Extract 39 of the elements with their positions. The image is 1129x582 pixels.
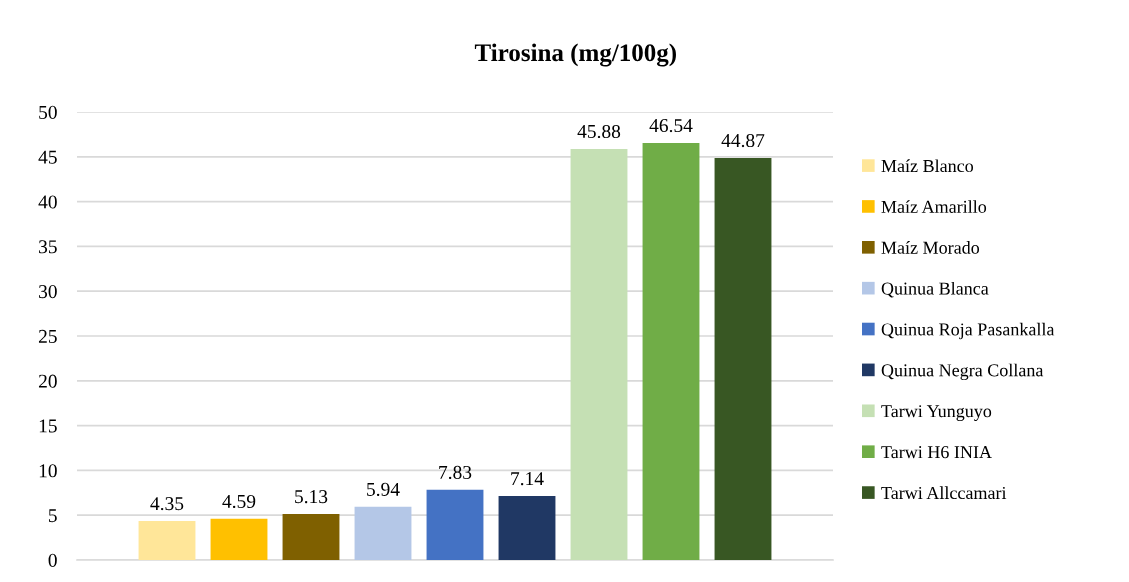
bar (426, 489, 484, 560)
data-label: 46.54 (649, 119, 693, 133)
y-tick-label: 35 (39, 240, 57, 254)
legend-label: Maíz Blanco (881, 159, 974, 173)
data-label: 5.94 (367, 482, 400, 496)
legend-label: Maíz Morado (881, 241, 980, 254)
bar (570, 148, 628, 560)
data-label: 44.87 (721, 133, 765, 148)
y-tick-label: 15 (39, 419, 57, 433)
legend-label: Tarwi Allccamari (881, 486, 1007, 500)
y-tick-label: 20 (38, 374, 57, 388)
data-label: 7.83 (439, 465, 472, 480)
legend-label: Tarwi H6 INIA (881, 446, 992, 459)
data-label: 7.14 (511, 472, 544, 486)
y-tick-label: 10 (39, 464, 57, 478)
bar (282, 514, 340, 560)
bar (210, 518, 268, 560)
y-tick-label: 5 (48, 509, 57, 523)
data-label: 45.88 (577, 124, 621, 139)
bar (498, 496, 556, 560)
legend-label: Maíz Amarillo (881, 200, 987, 213)
data-label: 4.35 (150, 497, 184, 511)
y-tick-label: 50 (39, 105, 57, 119)
legend-label: Quinua Roja Pasankalla (881, 322, 1055, 340)
chart-title: Tirosina (mg/100g) (474, 43, 676, 67)
legend-label: Quinua Blanca (881, 281, 989, 298)
legend-label: Quinua Negra Collana (881, 363, 1044, 381)
bar (354, 506, 412, 560)
y-tick-label: 25 (38, 329, 57, 343)
legend-label: Tarwi Yunguyo (881, 405, 992, 422)
data-label: 5.13 (295, 490, 328, 504)
bar (642, 143, 700, 560)
y-tick-label: 0 (48, 553, 57, 567)
y-tick-label: 40 (38, 195, 57, 209)
y-tick-label: 45 (38, 150, 57, 164)
bar (138, 521, 196, 560)
bar (714, 157, 772, 560)
y-tick-label: 30 (39, 285, 57, 299)
data-label: 4.59 (222, 494, 256, 509)
